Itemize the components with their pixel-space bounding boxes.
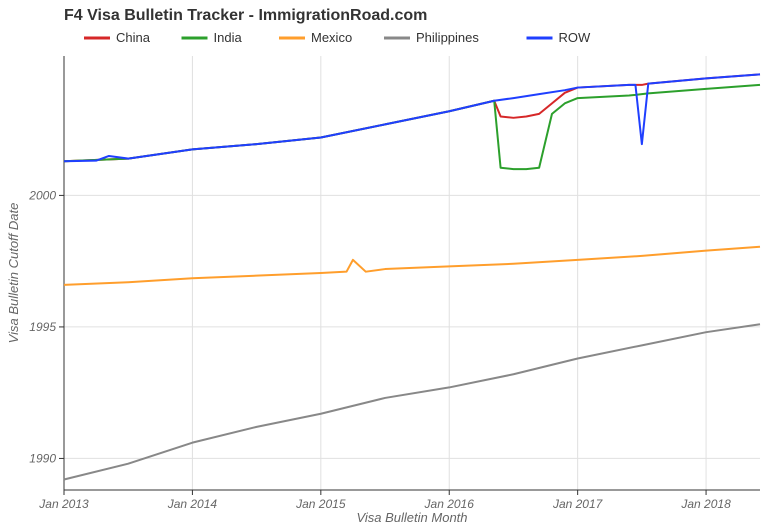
x-tick-label: Jan 2018 (680, 497, 731, 511)
x-tick-label: Jan 2014 (167, 497, 218, 511)
y-tick-label: 1990 (29, 451, 56, 465)
legend-label: ROW (559, 30, 592, 45)
legend-label: Mexico (311, 30, 352, 45)
chart-container: Jan 2013 Jan 2014 Jan 2015 Jan 2016 Jan 2017… (0, 0, 768, 528)
chart-bg (0, 0, 768, 528)
legend-label: Philippines (416, 30, 479, 45)
y-tick-label: 1995 (29, 320, 56, 334)
chart-title: F4 Visa Bulletin Tracker - ImmigrationRo… (64, 7, 427, 24)
legend-label: India (214, 30, 243, 45)
y-tick-label: 2000 (28, 188, 56, 202)
x-axis-title: Visa Bulletin Month (356, 510, 467, 525)
legend-label: China (116, 30, 151, 45)
x-tick-label: Jan 2015 (295, 497, 346, 511)
y-axis-title: Visa Bulletin Cutoff Date (6, 203, 21, 344)
x-tick-label: Jan 2017 (552, 497, 604, 511)
x-tick-label: Jan 2016 (424, 497, 475, 511)
x-tick-label: Jan 2013 (38, 497, 89, 511)
chart-svg: Jan 2013 Jan 2014 Jan 2015 Jan 2016 Jan 2017… (0, 0, 768, 528)
